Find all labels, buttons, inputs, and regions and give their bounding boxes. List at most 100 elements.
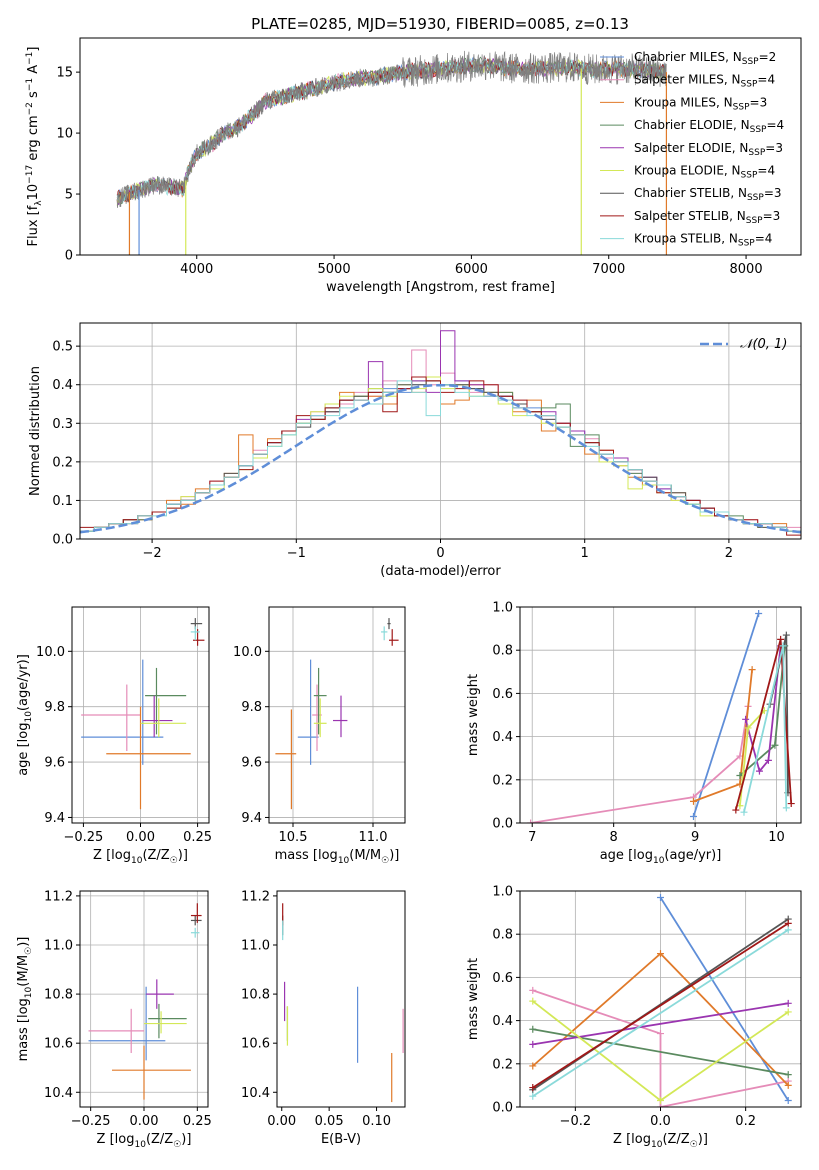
- y-tick-label: 9.4: [44, 811, 65, 826]
- y-tick-label: 0.3: [52, 417, 73, 432]
- plot-area: [269, 607, 405, 823]
- x-tick-label: 0.00: [126, 830, 155, 845]
- y-tick-label: 10.6: [44, 1037, 73, 1052]
- weight-marker: [755, 609, 763, 617]
- weight-marker: [529, 997, 537, 1005]
- legend-label: Chabrier ELODIE, NSSP=4: [634, 118, 784, 135]
- x-tick-label: 4000: [180, 262, 213, 277]
- x-tick-label: −2: [143, 546, 162, 561]
- x-tick-label: 8000: [730, 262, 763, 277]
- weight-marker: [784, 1008, 792, 1016]
- mass-vs-EBV-panel: 0.00 0.05 0.10 10.4 10.6 10.8 11.0 11.2 E(B-V): [241, 889, 406, 1147]
- x-tick-label: 0.0: [650, 1114, 671, 1129]
- y-tick-label: 0.2: [52, 455, 73, 470]
- model-line: [116, 58, 667, 204]
- weight-line: [532, 989, 789, 1107]
- x-tick-label: 0.2: [735, 1114, 756, 1129]
- y-tick-label: 10.4: [44, 1086, 73, 1101]
- y-tick-label: 10.4: [241, 1086, 270, 1101]
- y-tick-label: 0.2: [492, 773, 513, 788]
- data-spectrum: [116, 50, 667, 208]
- spectrum-panel: PLATE=0285, MJD=51930, FIBERID=0085, z=0…: [25, 15, 802, 295]
- x-tick-label: −1: [287, 546, 306, 561]
- age-vs-Z-panel: −0.25 0.00 0.25 9.4 9.6 9.8 10.0 Z [log10(Z/Z☉)…: [16, 606, 212, 866]
- x-axis-label: age [log10(age/yr)]: [600, 848, 722, 866]
- y-tick-label: 9.8: [44, 700, 65, 715]
- model-line: [116, 58, 667, 203]
- weight-marker: [657, 950, 664, 958]
- weight-line: [692, 613, 760, 817]
- x-tick-label: 10.5: [279, 830, 308, 845]
- y-tick-label: 11.2: [241, 889, 270, 904]
- model-line: [116, 58, 667, 205]
- weight-line: [530, 706, 749, 823]
- y-tick-label: 10.0: [233, 645, 262, 660]
- x-axis-label: wavelength [Angstrom, rest frame]: [326, 280, 555, 295]
- plot-area: [520, 607, 801, 823]
- legend-label: Kroupa ELODIE, NSSP=4: [634, 164, 775, 181]
- weight-marker: [784, 1081, 792, 1089]
- plot-area: [116, 50, 668, 255]
- x-tick-label: 10: [768, 830, 785, 845]
- x-tick-label: 0.25: [183, 1114, 212, 1129]
- weight-marker: [740, 808, 748, 816]
- weight-marker: [689, 813, 697, 821]
- y-tick-label: 10.6: [241, 1037, 270, 1052]
- x-axis-label: (data-model)/error: [380, 564, 501, 579]
- axes-frame: [268, 606, 406, 824]
- model-line: [116, 58, 667, 206]
- weight-marker: [784, 1097, 792, 1105]
- x-tick-label: 2: [725, 546, 733, 561]
- weight-vs-Z-panel: −0.2 0.0 0.2 0.0 0.2 0.4 0.6 0.8 1.0 Z [log10(Z/Z…: [466, 885, 802, 1150]
- y-tick-label: 10.0: [36, 645, 65, 660]
- legend-label: Salpeter STELIB, NSSP=3: [634, 209, 780, 226]
- plot-area: [282, 903, 404, 1103]
- x-axis-label: Z [log10(Z/Z☉)]: [97, 1132, 192, 1150]
- weight-marker: [777, 635, 785, 643]
- x-tick-label: 5000: [318, 262, 351, 277]
- y-axis-label: mass weight: [466, 958, 481, 1040]
- x-tick-label: 7: [528, 830, 536, 845]
- y-tick-label: 0: [65, 249, 73, 264]
- weight-line: [532, 1002, 789, 1046]
- x-tick-label: 0.00: [130, 1114, 159, 1129]
- weight-marker: [657, 1030, 664, 1038]
- legend-label: Kroupa STELIB, NSSP=4: [634, 232, 772, 249]
- weight-marker: [784, 926, 792, 934]
- y-tick-label: 9.6: [241, 756, 262, 771]
- x-tick-label: 7000: [592, 262, 625, 277]
- y-tick-label: 15: [56, 66, 73, 81]
- weight-marker: [529, 1084, 537, 1092]
- weight-marker: [657, 1097, 664, 1105]
- y-tick-label: 0.4: [492, 730, 513, 745]
- x-tick-label: −0.25: [71, 1114, 111, 1129]
- chart-title: PLATE=0285, MJD=51930, FIBERID=0085, z=0…: [251, 15, 629, 33]
- y-tick-label: 0.4: [492, 1014, 513, 1029]
- axes-frame: [79, 37, 802, 256]
- legend-label: Salpeter MILES, NSSP=4: [634, 73, 775, 90]
- legend-label: Chabrier MILES, NSSP=2: [634, 50, 776, 67]
- normal-curve: [80, 383, 801, 534]
- plot-area: [72, 607, 209, 823]
- weight-marker: [771, 741, 779, 749]
- y-tick-label: 0.0: [52, 533, 73, 548]
- y-tick-label: 0.4: [52, 378, 73, 393]
- y-tick-label: 10: [56, 127, 73, 142]
- x-axis-label: Z [log10(Z/Z☉)]: [93, 848, 188, 866]
- y-tick-label: 10.8: [44, 988, 73, 1003]
- y-tick-label: 0.5: [52, 340, 73, 355]
- y-tick-label: 11.2: [44, 889, 73, 904]
- weight-line: [532, 922, 789, 1089]
- weight-marker: [732, 806, 740, 814]
- weight-marker: [764, 756, 772, 764]
- axes-frame: [276, 890, 406, 1108]
- weight-line: [743, 645, 788, 813]
- x-tick-label: −0.25: [63, 830, 103, 845]
- weight-marker: [782, 804, 790, 812]
- weight-marker: [784, 919, 792, 927]
- y-tick-label: 1.0: [492, 885, 513, 900]
- histogram-series: [80, 380, 801, 539]
- weight-marker: [779, 642, 787, 650]
- legend-label: Kroupa MILES, NSSP=3: [634, 95, 767, 112]
